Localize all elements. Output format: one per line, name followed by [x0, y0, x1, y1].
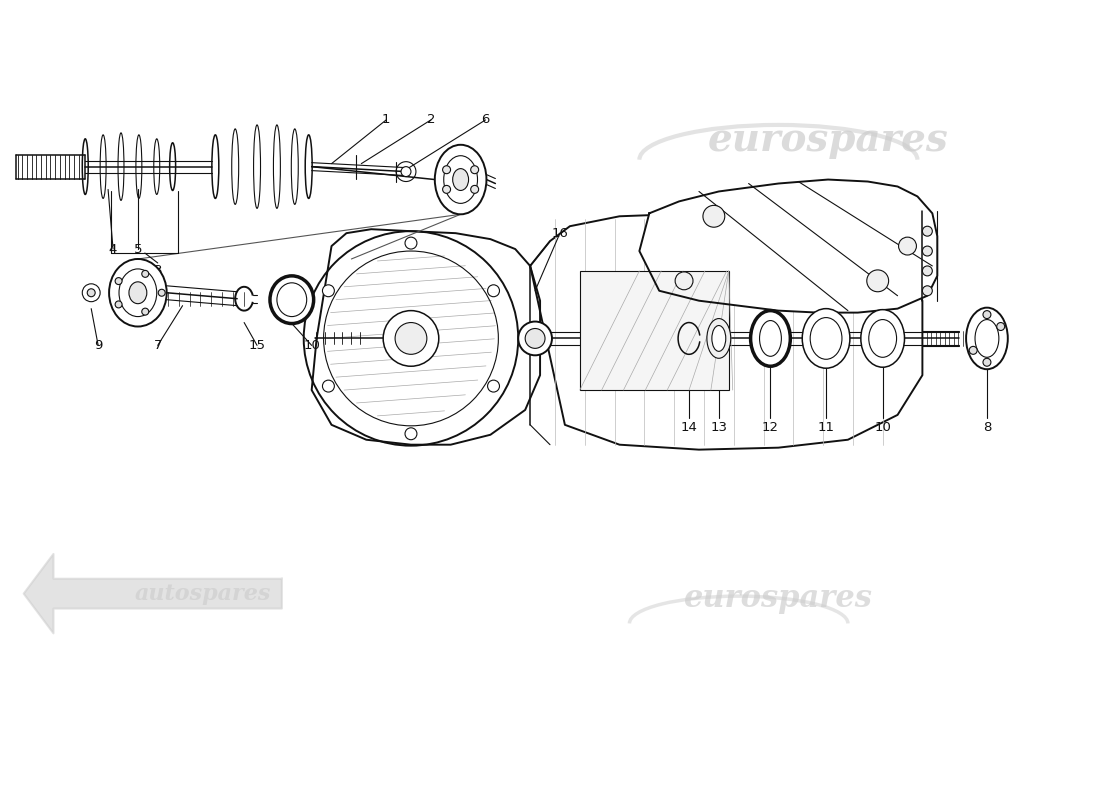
Text: 3: 3 [154, 265, 162, 278]
Ellipse shape [811, 318, 842, 359]
Circle shape [923, 246, 933, 256]
Text: 14: 14 [681, 422, 697, 434]
Circle shape [899, 237, 916, 255]
Circle shape [969, 346, 977, 354]
Circle shape [304, 231, 518, 446]
Circle shape [487, 380, 499, 392]
Circle shape [703, 206, 725, 227]
Circle shape [487, 285, 499, 297]
Text: 6: 6 [482, 114, 490, 126]
Circle shape [87, 289, 96, 297]
Circle shape [997, 322, 1004, 330]
Circle shape [142, 270, 148, 278]
Text: 1: 1 [382, 114, 390, 126]
Circle shape [402, 166, 411, 177]
Text: 12: 12 [762, 422, 779, 434]
Polygon shape [24, 554, 282, 634]
Text: 5: 5 [133, 242, 142, 255]
Text: 15: 15 [249, 339, 265, 352]
Ellipse shape [129, 282, 146, 304]
Text: 11: 11 [817, 422, 835, 434]
Circle shape [675, 272, 693, 290]
Circle shape [442, 186, 451, 194]
Text: 9: 9 [94, 339, 102, 352]
Ellipse shape [109, 259, 167, 326]
Ellipse shape [759, 321, 781, 356]
Ellipse shape [443, 156, 477, 203]
Circle shape [983, 358, 991, 366]
Circle shape [383, 310, 439, 366]
Text: 4: 4 [109, 242, 118, 255]
Circle shape [518, 322, 552, 355]
Ellipse shape [277, 283, 307, 317]
Ellipse shape [707, 318, 730, 358]
Text: 7: 7 [154, 339, 162, 352]
Ellipse shape [802, 309, 850, 368]
Ellipse shape [975, 319, 999, 358]
Circle shape [322, 285, 334, 297]
Circle shape [82, 284, 100, 302]
Circle shape [116, 278, 122, 285]
Circle shape [983, 310, 991, 318]
Circle shape [471, 166, 478, 174]
Circle shape [442, 166, 451, 174]
Ellipse shape [966, 308, 1008, 370]
Ellipse shape [119, 269, 157, 317]
Polygon shape [639, 179, 937, 313]
Text: 10: 10 [874, 422, 891, 434]
Circle shape [405, 428, 417, 440]
Polygon shape [311, 229, 540, 445]
Ellipse shape [750, 310, 790, 366]
Ellipse shape [861, 310, 904, 367]
Circle shape [923, 286, 933, 296]
Circle shape [322, 380, 334, 392]
Circle shape [867, 270, 889, 292]
Text: eurospares: eurospares [684, 583, 872, 614]
Text: 10: 10 [304, 339, 320, 352]
Text: 8: 8 [982, 422, 991, 434]
Text: autospares: autospares [134, 582, 271, 605]
Ellipse shape [453, 169, 469, 190]
Text: 16: 16 [551, 226, 569, 240]
Bar [580, 271, 728, 390]
Ellipse shape [712, 326, 726, 351]
Ellipse shape [869, 319, 896, 358]
Circle shape [923, 266, 933, 276]
Circle shape [142, 308, 148, 315]
Ellipse shape [434, 145, 486, 214]
Circle shape [116, 301, 122, 308]
Circle shape [471, 186, 478, 194]
Circle shape [158, 290, 165, 296]
Circle shape [923, 226, 933, 236]
Polygon shape [530, 214, 923, 450]
Circle shape [525, 329, 544, 348]
Text: eurospares: eurospares [707, 121, 948, 159]
Ellipse shape [270, 276, 314, 323]
Circle shape [395, 322, 427, 354]
Text: 13: 13 [711, 422, 727, 434]
Circle shape [405, 237, 417, 249]
Text: 2: 2 [427, 114, 436, 126]
